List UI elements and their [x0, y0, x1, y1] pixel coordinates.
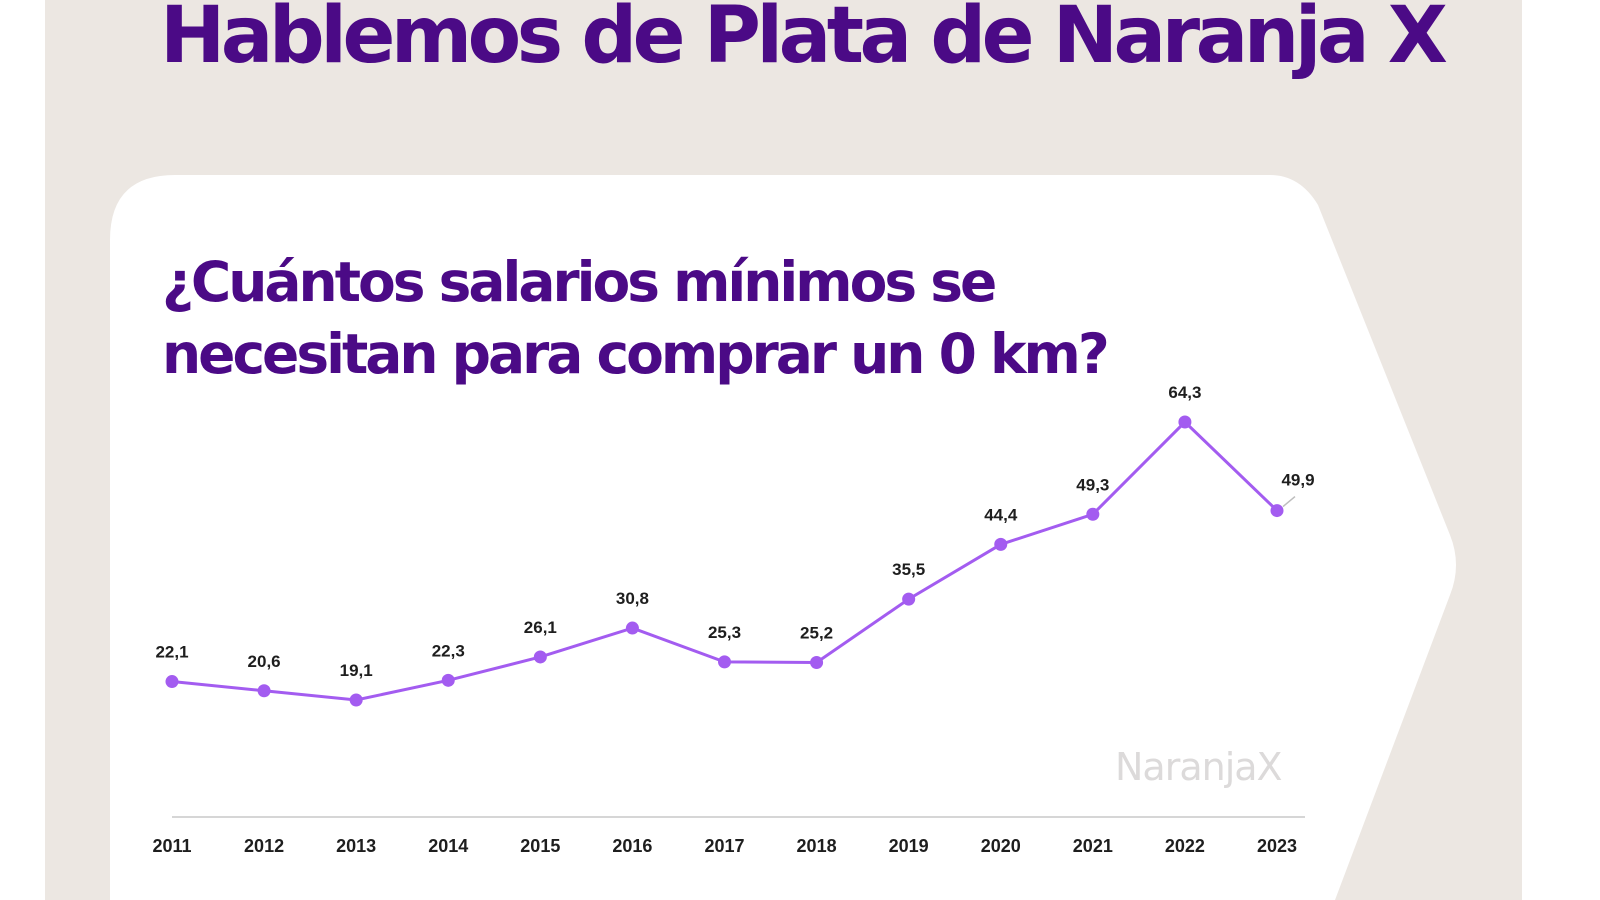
data-label: 44,4	[984, 505, 1018, 524]
page-title: Hablemos de Plata de Naranja X	[160, 0, 1448, 81]
data-point	[1178, 415, 1192, 429]
data-point	[349, 693, 363, 707]
data-point	[718, 655, 731, 669]
data-label: 22,3	[432, 641, 465, 660]
data-point	[1270, 504, 1284, 518]
data-point	[165, 675, 179, 689]
chart-question: ¿Cuántos salarios mínimos se necesitan p…	[162, 246, 1110, 390]
data-point	[533, 650, 547, 664]
data-point	[441, 673, 455, 687]
naranjax-watermark-logo: NaranjaX	[1115, 745, 1283, 789]
x-tick-label: 2019	[889, 836, 929, 856]
question-line-1: ¿Cuántos salarios mínimos se	[162, 250, 997, 314]
data-point	[625, 621, 639, 635]
x-tick-label: 2012	[244, 836, 284, 856]
x-axis-labels: 2011 2012 2013 2014 2015 2016 2017 2018 2019 2020…	[152, 836, 1297, 856]
x-tick-label: 2017	[704, 836, 744, 856]
data-label: 49,3	[1076, 475, 1109, 494]
x-tick-label: 2016	[612, 836, 652, 856]
data-point	[1086, 507, 1100, 521]
data-label: 25,3	[708, 623, 741, 642]
data-label: 22,1	[155, 643, 188, 662]
data-label-leader-line	[1282, 496, 1296, 508]
data-label: 35,5	[892, 560, 925, 579]
data-labels: 22,1 20,6 19,1 22,3 26,1 30,8 25,3 25,2 35,5 44,4…	[155, 383, 1314, 680]
x-tick-label: 2020	[981, 836, 1021, 856]
data-label: 19,1	[340, 661, 373, 680]
x-tick-label: 2023	[1257, 836, 1297, 856]
x-tick-label: 2013	[336, 836, 376, 856]
data-label: 64,3	[1168, 383, 1201, 402]
data-label: 20,6	[248, 652, 281, 671]
x-tick-label: 2015	[520, 836, 560, 856]
data-point	[994, 537, 1008, 551]
data-label: 25,2	[800, 623, 833, 642]
x-tick-label: 2011	[152, 836, 191, 856]
series-points	[165, 415, 1284, 707]
data-point	[902, 592, 916, 606]
x-tick-label: 2022	[1165, 836, 1205, 856]
x-tick-label: 2018	[797, 836, 837, 856]
data-point	[257, 684, 271, 698]
data-label: 30,8	[616, 589, 649, 608]
question-line-2: necesitan para comprar un 0 km?	[162, 322, 1110, 386]
data-label: 26,1	[524, 618, 557, 637]
data-label: 49,9	[1281, 471, 1314, 490]
data-point	[810, 655, 824, 669]
x-tick-label: 2014	[428, 836, 468, 856]
x-tick-label: 2021	[1073, 836, 1113, 856]
card-shape	[110, 175, 1456, 900]
